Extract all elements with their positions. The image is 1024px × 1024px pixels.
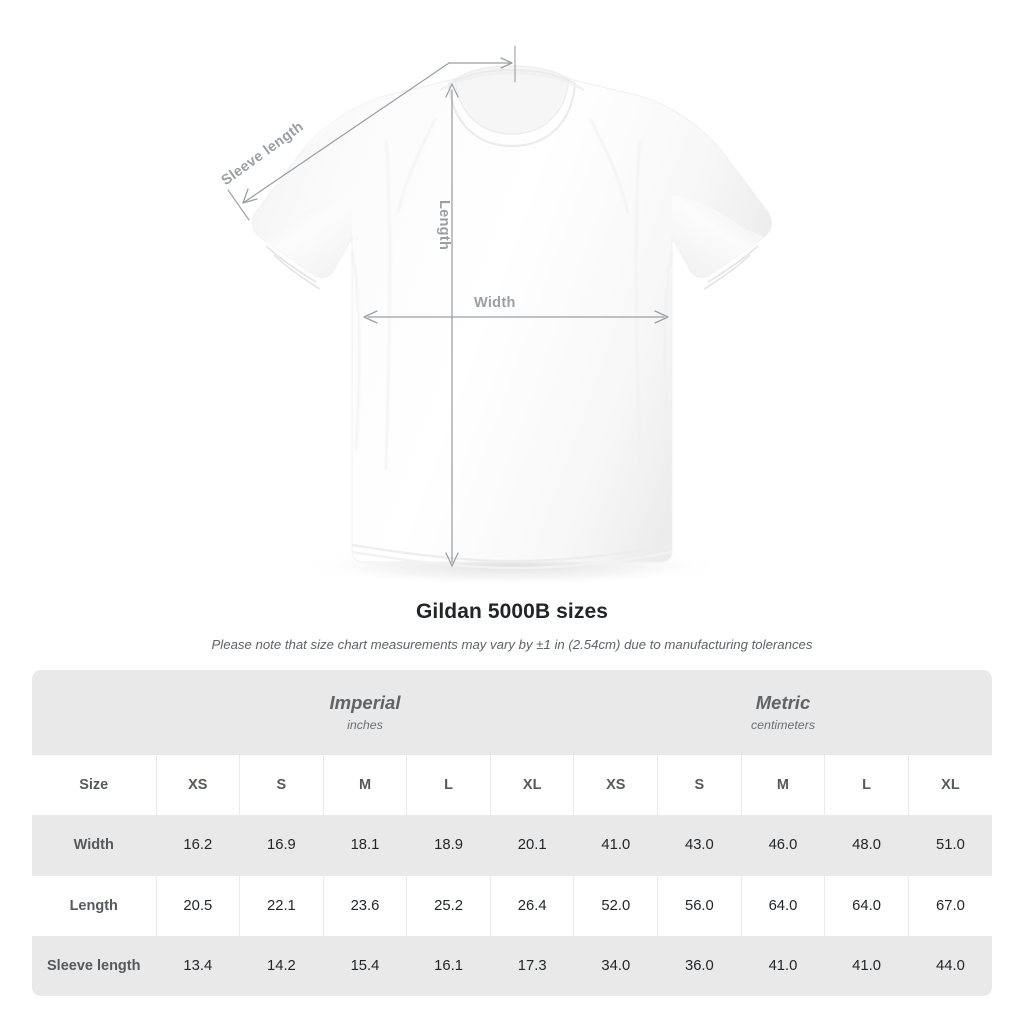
measurement-cell: 20.5: [156, 875, 241, 937]
width-arrowhead-left: [363, 310, 378, 324]
measurement-cell: 48.0: [824, 815, 909, 876]
measurement-cell: 44.0: [908, 936, 992, 996]
measurement-cell: 41.0: [573, 815, 659, 876]
measurement-cell: 22.1: [239, 875, 324, 937]
measurement-cell: 64.0: [741, 875, 826, 937]
unit-header-spacer: [32, 670, 156, 755]
size-col-header: S: [657, 755, 742, 816]
measurement-cell: 46.0: [741, 815, 826, 876]
unit-group-imperial-name: Imperial: [329, 692, 401, 713]
table-row: Width 16.2 16.9 18.1 18.9 20.1 41.0 43.0…: [32, 815, 992, 876]
sleeve-length-line: [242, 62, 450, 204]
measurement-cell: 41.0: [741, 936, 826, 996]
measurement-cell: 15.4: [323, 936, 408, 996]
unit-group-metric-name: Metric: [755, 692, 811, 713]
size-col-header: XL: [490, 755, 575, 816]
width-label: Width: [474, 295, 516, 311]
size-col-header: XL: [908, 755, 992, 816]
table-row: Length 20.5 22.1 23.6 25.2 26.4 52.0 56.…: [32, 875, 992, 937]
page-title: Gildan 5000B sizes: [415, 600, 609, 623]
size-col-header: S: [239, 755, 324, 816]
size-header-row: Size XS S M L XL XS S M L XL: [32, 755, 992, 816]
size-header-label-text: Size: [79, 776, 109, 793]
size-col-header: M: [741, 755, 826, 816]
measurement-cell: 16.2: [156, 815, 241, 876]
measurement-cell: 41.0: [824, 936, 909, 996]
size-col-header: L: [406, 755, 491, 816]
shirt-silhouette: [252, 65, 772, 563]
shirt-collar: [439, 65, 585, 148]
measurement-row-label: Width: [32, 815, 157, 876]
size-col-header: L: [824, 755, 909, 816]
shirt-bottom-hem: [351, 543, 673, 570]
tshirt-illustration: [227, 45, 772, 586]
measurement-cell: 18.9: [406, 815, 491, 876]
measurement-cell: 16.1: [406, 936, 491, 996]
measurement-row-label: Sleeve length: [32, 936, 157, 996]
measurement-cell: 14.2: [239, 936, 324, 996]
sleeve-hem-lines: [265, 245, 759, 290]
fabric-fold-lines: [351, 117, 673, 471]
measurement-cell: 25.2: [406, 875, 491, 937]
unit-group-metric: Metric centimeters: [574, 670, 992, 755]
page-subtitle: Please note that size chart measurements…: [211, 637, 813, 652]
width-arrowhead-right: [654, 310, 669, 324]
length-arrowhead-top: [445, 83, 459, 98]
size-chart-table: Imperial inches Metric centimeters Size …: [32, 670, 992, 996]
measurement-cell: 23.6: [323, 875, 408, 937]
size-col-header: XS: [573, 755, 659, 816]
unit-system-header-row: Imperial inches Metric centimeters: [32, 670, 992, 755]
shoulder-arrowhead: [500, 57, 513, 69]
measurement-cell: 43.0: [657, 815, 742, 876]
length-arrowhead-bottom: [445, 552, 459, 567]
measurement-cell: 26.4: [490, 875, 575, 937]
sleeve-length-arrowhead: [242, 188, 258, 204]
measurement-cell: 56.0: [657, 875, 742, 937]
measurement-cell: 36.0: [657, 936, 742, 996]
sleeve-length-end-tick: [227, 189, 250, 221]
measurement-cell: 16.9: [239, 815, 324, 876]
table-row: Sleeve length 13.4 14.2 15.4 16.1 17.3 3…: [32, 936, 992, 996]
unit-group-imperial-sub: inches: [347, 718, 383, 732]
measurement-guides: [227, 45, 669, 567]
tshirt-measurement-diagram: Sleeve length Length Width: [219, 45, 772, 586]
measurement-cell: 52.0: [573, 875, 659, 937]
unit-group-imperial: Imperial inches: [156, 670, 574, 755]
size-col-header: XS: [156, 755, 241, 816]
size-chart-table-container: Imperial inches Metric centimeters Size …: [32, 670, 992, 996]
length-label: Length: [436, 200, 452, 251]
measurement-cell: 13.4: [156, 936, 241, 996]
measurement-cell: 67.0: [908, 875, 992, 937]
size-header-label: Size: [32, 755, 157, 816]
title-block: Gildan 5000B sizes Please note that size…: [0, 598, 1024, 654]
measurement-row-label: Length: [32, 875, 157, 937]
measurement-cell: 17.3: [490, 936, 575, 996]
size-col-header: M: [323, 755, 408, 816]
measurement-cell: 20.1: [490, 815, 575, 876]
measurement-cell: 34.0: [573, 936, 659, 996]
measurement-cell: 64.0: [824, 875, 909, 937]
measurement-cell: 18.1: [323, 815, 408, 876]
measurement-cell: 51.0: [908, 815, 992, 876]
unit-group-metric-sub: centimeters: [750, 718, 816, 732]
